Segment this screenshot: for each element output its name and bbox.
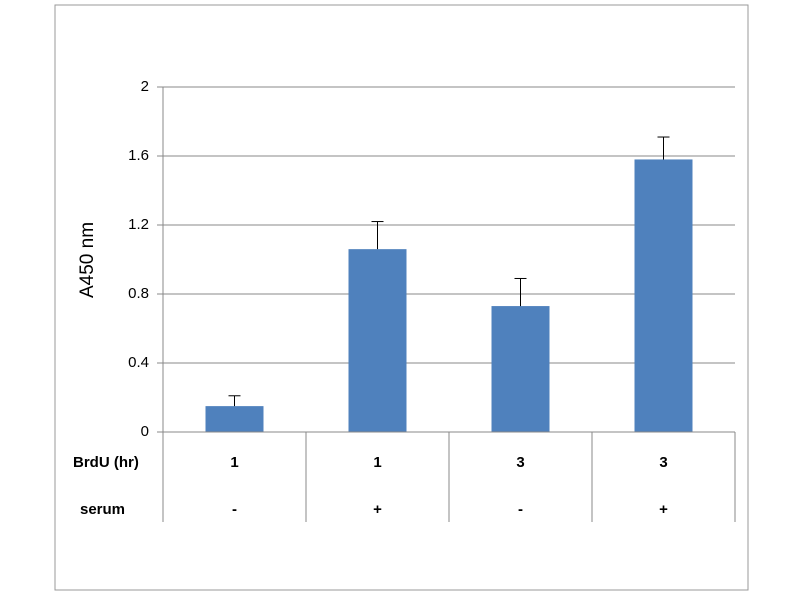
bar bbox=[634, 159, 693, 432]
y-tick-label: 0.8 bbox=[128, 285, 149, 302]
row-name: BrdU (hr) bbox=[73, 454, 139, 471]
row-name: serum bbox=[80, 501, 125, 518]
bar bbox=[205, 406, 264, 432]
y-axis-label: A450 nm bbox=[77, 222, 98, 298]
y-tick-label: 2 bbox=[141, 78, 149, 95]
y-tick-label: 0 bbox=[141, 423, 149, 440]
category-label: + bbox=[659, 501, 668, 518]
category-label: 1 bbox=[373, 454, 381, 471]
bar bbox=[348, 249, 407, 432]
y-tick-label: 1.2 bbox=[128, 216, 149, 233]
y-tick-label: 1.6 bbox=[128, 147, 149, 164]
y-tick-label: 0.4 bbox=[128, 354, 149, 371]
category-label: - bbox=[232, 501, 237, 518]
category-label: + bbox=[373, 501, 382, 518]
category-label: 3 bbox=[516, 454, 524, 471]
bar bbox=[491, 306, 550, 432]
category-label: 1 bbox=[230, 454, 238, 471]
category-label: - bbox=[518, 501, 523, 518]
category-label: 3 bbox=[659, 454, 667, 471]
